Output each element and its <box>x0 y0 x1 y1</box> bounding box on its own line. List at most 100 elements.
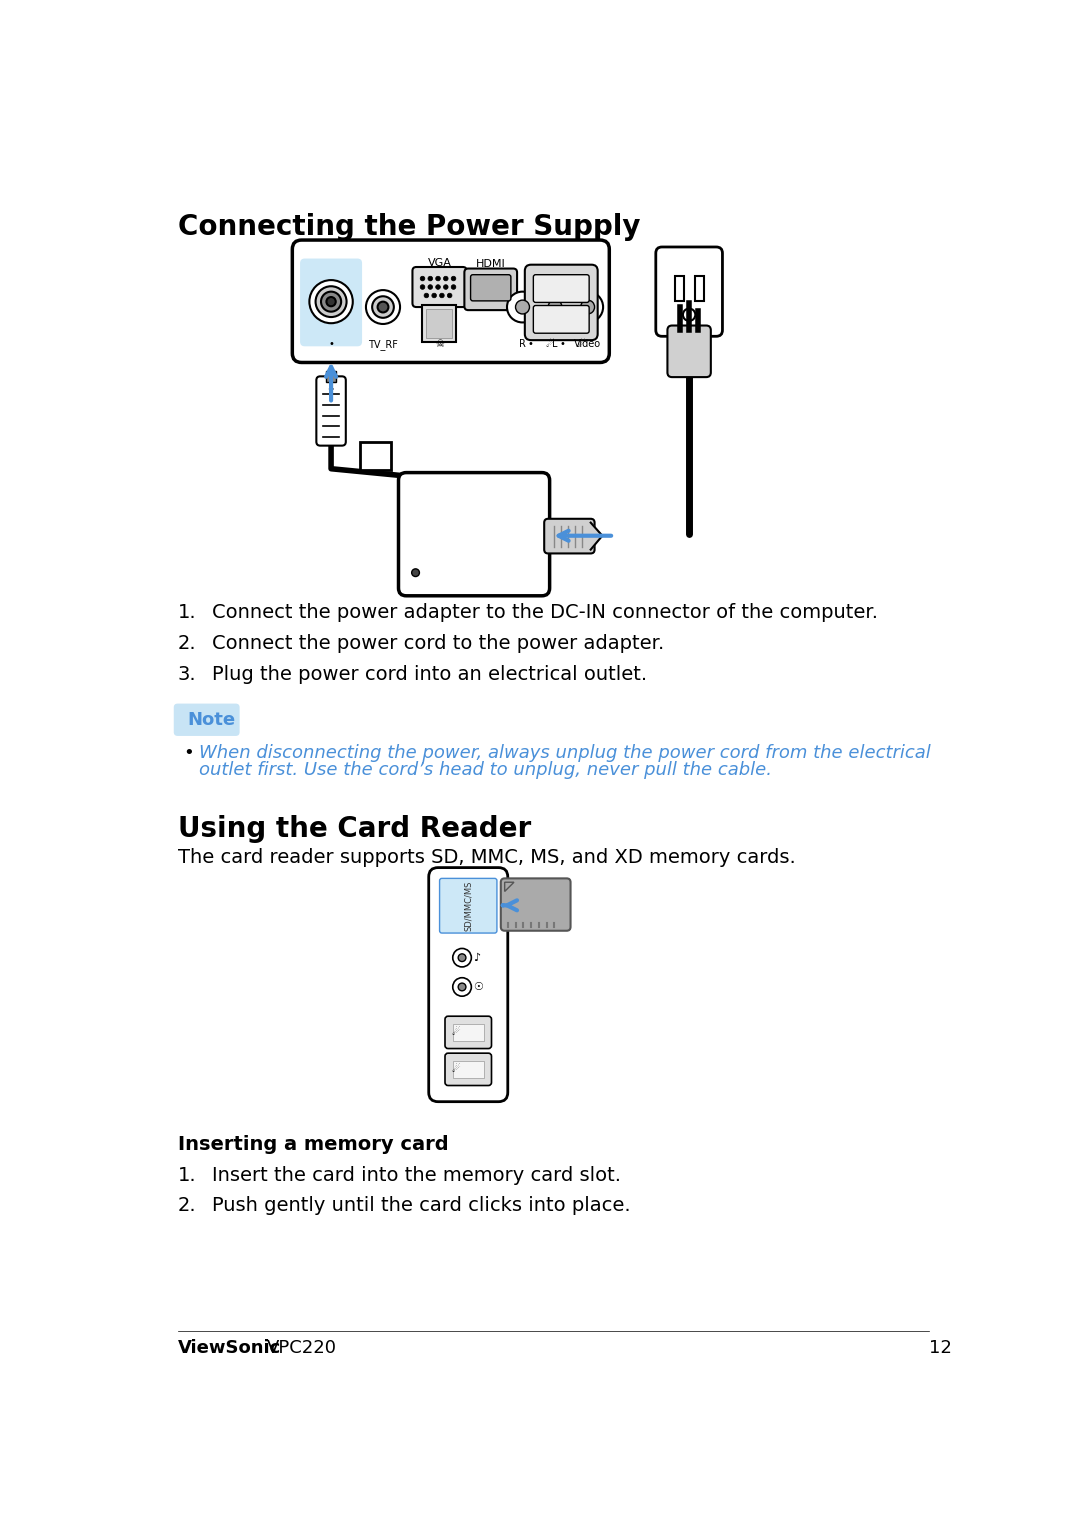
FancyBboxPatch shape <box>440 878 497 933</box>
Text: Connecting the Power Supply: Connecting the Power Supply <box>177 213 640 241</box>
FancyBboxPatch shape <box>534 274 590 302</box>
FancyBboxPatch shape <box>501 878 570 931</box>
Circle shape <box>420 285 424 290</box>
Text: ☉: ☉ <box>473 982 483 991</box>
Text: 2.: 2. <box>177 1196 197 1215</box>
Text: Using the Card Reader: Using the Card Reader <box>177 815 531 843</box>
Text: Note: Note <box>188 711 235 729</box>
Circle shape <box>453 948 471 967</box>
Circle shape <box>451 276 456 280</box>
Text: 3.: 3. <box>177 665 197 685</box>
Circle shape <box>440 293 444 297</box>
Circle shape <box>451 285 456 290</box>
Circle shape <box>435 285 441 290</box>
Circle shape <box>315 286 347 317</box>
Text: Video: Video <box>575 340 602 349</box>
FancyBboxPatch shape <box>534 305 590 334</box>
Bar <box>453 1023 484 1040</box>
Text: outlet first. Use the cord’s head to unplug, never pull the cable.: outlet first. Use the cord’s head to unp… <box>199 761 771 780</box>
Text: Insert the card into the memory card slot.: Insert the card into the memory card slo… <box>213 1166 621 1184</box>
Bar <box>675 276 685 300</box>
Circle shape <box>411 568 419 576</box>
Circle shape <box>540 291 570 322</box>
Circle shape <box>515 300 529 314</box>
Circle shape <box>572 291 603 322</box>
Circle shape <box>432 293 436 297</box>
FancyBboxPatch shape <box>525 265 597 340</box>
Text: SD/MMC/MS: SD/MMC/MS <box>463 881 473 930</box>
Text: When disconnecting the power, always unplug the power cord from the electrical: When disconnecting the power, always unp… <box>199 745 930 763</box>
Polygon shape <box>591 522 603 550</box>
Text: The card reader supports SD, MMC, MS, and XD memory cards.: The card reader supports SD, MMC, MS, an… <box>177 847 795 867</box>
Text: VPC220: VPC220 <box>267 1339 337 1357</box>
Text: ViewSonic: ViewSonic <box>177 1339 281 1357</box>
Text: Inserting a memory card: Inserting a memory card <box>177 1135 448 1154</box>
Circle shape <box>309 280 353 323</box>
FancyBboxPatch shape <box>293 241 609 363</box>
Text: •: • <box>559 340 566 349</box>
Polygon shape <box>504 882 514 892</box>
Circle shape <box>326 297 336 306</box>
Text: ☠: ☠ <box>435 340 444 349</box>
FancyBboxPatch shape <box>544 519 595 553</box>
Bar <box>694 276 704 300</box>
Circle shape <box>373 296 394 317</box>
Text: Plug the power cord into an electrical outlet.: Plug the power cord into an electrical o… <box>213 665 648 685</box>
Circle shape <box>447 293 451 297</box>
FancyBboxPatch shape <box>413 267 467 306</box>
Circle shape <box>378 302 389 313</box>
Text: ☄: ☄ <box>451 1065 460 1074</box>
Text: TV_RF: TV_RF <box>368 340 397 351</box>
Bar <box>426 308 451 339</box>
Text: VGA: VGA <box>428 257 451 268</box>
Text: ☄: ☄ <box>545 340 554 349</box>
Text: 1.: 1. <box>177 604 197 622</box>
Text: ↑: ↑ <box>326 386 336 400</box>
Bar <box>453 1060 484 1079</box>
FancyBboxPatch shape <box>667 325 711 377</box>
Text: 12: 12 <box>930 1339 953 1357</box>
Circle shape <box>420 276 424 280</box>
Circle shape <box>424 293 429 297</box>
Circle shape <box>444 285 448 290</box>
FancyBboxPatch shape <box>445 1016 491 1048</box>
FancyBboxPatch shape <box>464 268 517 309</box>
Text: Push gently until the card clicks into place.: Push gently until the card clicks into p… <box>213 1196 631 1215</box>
FancyBboxPatch shape <box>471 274 511 300</box>
FancyBboxPatch shape <box>316 377 346 446</box>
Circle shape <box>458 954 465 962</box>
Circle shape <box>428 276 433 280</box>
Circle shape <box>444 276 448 280</box>
Text: L: L <box>552 340 557 349</box>
Circle shape <box>507 291 538 322</box>
Bar <box>326 371 336 381</box>
FancyBboxPatch shape <box>429 867 508 1102</box>
FancyBboxPatch shape <box>656 247 723 337</box>
FancyBboxPatch shape <box>300 259 362 346</box>
Circle shape <box>453 977 471 996</box>
Text: ☄: ☄ <box>577 340 585 349</box>
Circle shape <box>321 291 341 311</box>
Bar <box>422 305 456 342</box>
Text: R: R <box>519 340 526 349</box>
Circle shape <box>428 285 433 290</box>
Text: •: • <box>527 340 534 349</box>
Text: •: • <box>328 340 334 349</box>
Circle shape <box>581 300 595 314</box>
Circle shape <box>683 308 696 320</box>
FancyBboxPatch shape <box>445 1052 491 1086</box>
Circle shape <box>548 300 562 314</box>
Circle shape <box>458 984 465 991</box>
Circle shape <box>366 290 400 323</box>
FancyBboxPatch shape <box>174 703 240 735</box>
Text: HDMI: HDMI <box>476 259 505 270</box>
Text: Connect the power cord to the power adapter.: Connect the power cord to the power adap… <box>213 634 665 653</box>
Text: •: • <box>183 745 193 763</box>
Text: 1.: 1. <box>177 1166 197 1184</box>
Text: ♪: ♪ <box>473 953 480 962</box>
Text: Connect the power adapter to the DC-IN connector of the computer.: Connect the power adapter to the DC-IN c… <box>213 604 878 622</box>
Text: 2.: 2. <box>177 634 197 653</box>
Bar <box>360 441 391 469</box>
Text: ☄: ☄ <box>451 1028 460 1037</box>
Circle shape <box>435 276 441 280</box>
